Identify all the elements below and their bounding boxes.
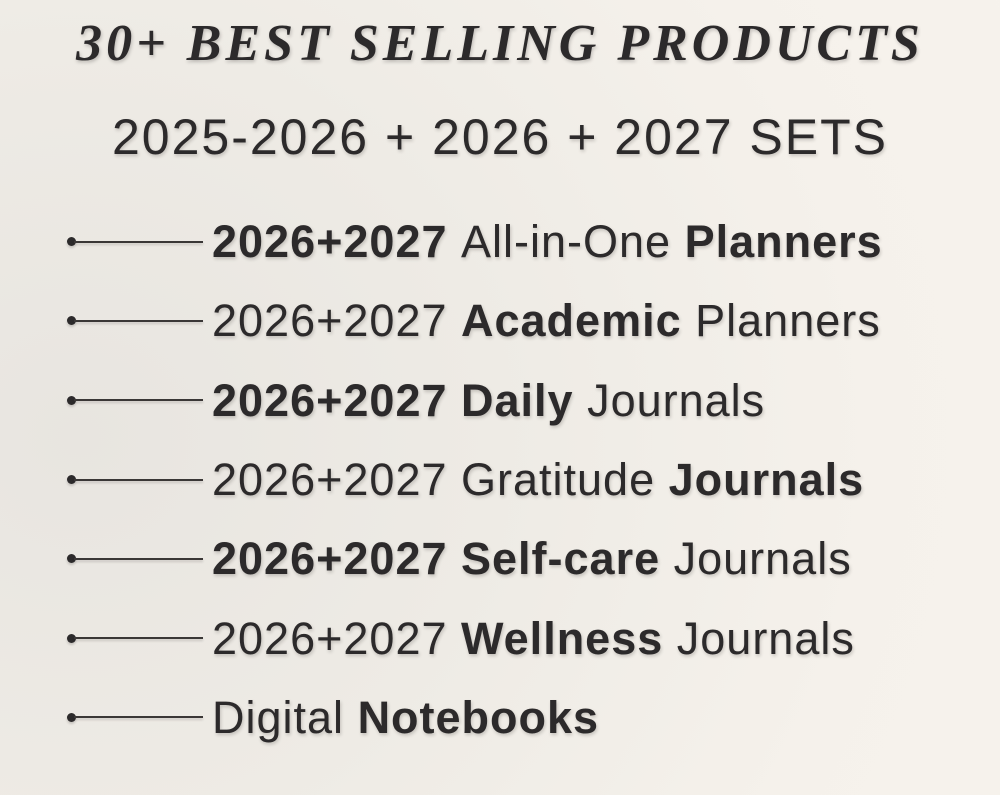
bullet-dot-icon [67, 237, 76, 247]
product-label-segment: 2026+2027 [212, 612, 461, 664]
product-label: 2026+2027 Self-care Journals [212, 536, 852, 581]
bullet-line [74, 319, 203, 322]
product-label: 2026+2027 Daily Journals [212, 378, 765, 423]
bullet-line [74, 716, 203, 719]
product-label-segment: 2026+2027 Gratitude [212, 454, 669, 506]
product-label: 2026+2027 Academic Planners [212, 298, 881, 343]
product-label-segment: 2026+2027 Self-care [212, 533, 674, 585]
product-label: 2026+2027 All-in-One Planners [212, 219, 883, 264]
bullet-dot-icon [67, 316, 76, 326]
product-list-item: 2026+2027 Daily Journals [0, 361, 1000, 440]
product-list-item: 2026+2027 Wellness Journals [0, 598, 1000, 677]
product-list-item: 2026+2027 Self-care Journals [0, 519, 1000, 598]
product-label-segment: All-in-One [461, 216, 685, 268]
page-title: 30+ BEST SELLING PRODUCTS [76, 15, 924, 72]
bullet-dot-icon [67, 554, 76, 564]
product-label-segment: 2026+2027 [212, 216, 461, 268]
product-label-segment: Academic [461, 295, 696, 347]
product-label-segment: Journals [668, 454, 865, 506]
bullet-line [74, 240, 203, 243]
product-list-item: 2026+2027 Academic Planners [0, 281, 1000, 360]
product-label-segment: Wellness [461, 612, 677, 664]
product-label-segment: Journals [676, 612, 855, 664]
product-label-segment: Notebooks [357, 691, 600, 743]
product-label-segment: Planners [684, 216, 883, 268]
product-label-segment: Journals [673, 533, 852, 585]
product-list-item: 2026+2027 Gratitude Journals [0, 440, 1000, 519]
product-label: Digital Notebooks [212, 695, 599, 740]
product-list-item: Digital Notebooks [0, 678, 1000, 757]
bullet-dot-icon [67, 395, 76, 405]
product-label: 2026+2027 Wellness Journals [212, 616, 855, 661]
bullet-dot-icon [67, 712, 76, 722]
page-subtitle: 2025-2026 + 2026 + 2027 SETS [111, 109, 889, 165]
product-label-segment: Digital [212, 691, 358, 743]
bullet-dot-icon [67, 633, 76, 643]
bullet-dot-icon [67, 475, 76, 485]
product-label-segment: Planners [695, 295, 881, 347]
product-list: 2026+2027 All-in-One Planners 2026+2027 … [0, 202, 1000, 757]
bullet-line [74, 478, 203, 481]
product-label-segment: Journals [587, 374, 766, 426]
product-list-item: 2026+2027 All-in-One Planners [0, 202, 1000, 281]
bullet-line [74, 399, 203, 402]
product-label-segment: 2026+2027 Daily [212, 374, 588, 426]
product-label: 2026+2027 Gratitude Journals [212, 457, 864, 502]
product-label-segment: 2026+2027 [212, 295, 461, 347]
bullet-line [74, 557, 203, 560]
bullet-line [74, 637, 203, 640]
